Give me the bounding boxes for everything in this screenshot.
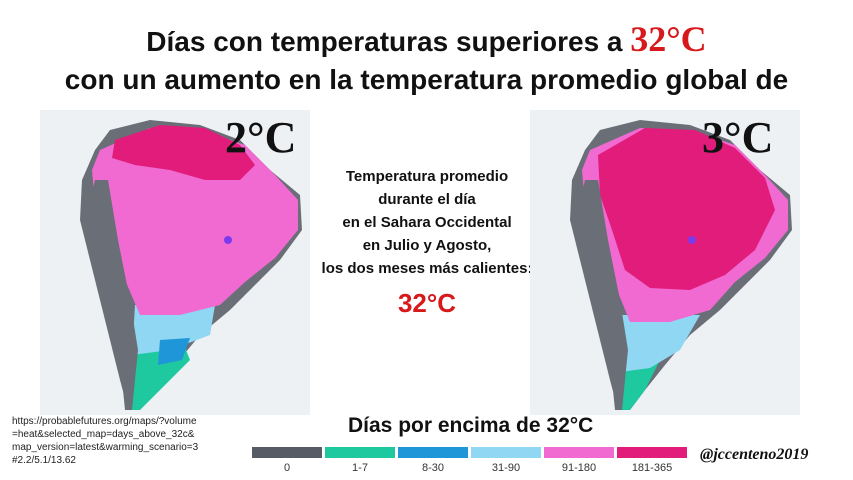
note-temp: 32°C bbox=[397, 288, 457, 318]
legend-label: 8-30 bbox=[421, 462, 445, 474]
legend-label: 0 bbox=[283, 462, 291, 474]
zone-lightblue bbox=[132, 305, 215, 355]
note-line: durante el día bbox=[378, 191, 476, 208]
legend: 0 1-7 8-30 31-90 91-180 181-365 bbox=[252, 447, 690, 474]
legend-item-8-30: 8-30 bbox=[398, 447, 468, 474]
map-3c bbox=[530, 110, 800, 415]
title-prefix: Días con temperaturas superiores a bbox=[146, 26, 631, 57]
title-temp: 32°C bbox=[630, 19, 707, 59]
map-3c-label: 3°C bbox=[702, 113, 774, 162]
note-line: en el Sahara Occidental bbox=[342, 214, 512, 231]
zone-lightblue bbox=[620, 315, 700, 372]
legend-label: 91-180 bbox=[561, 462, 597, 474]
legend-item-1-7: 1-7 bbox=[325, 447, 395, 474]
legend-swatch bbox=[617, 447, 687, 458]
note-line: los dos meses más calientes: bbox=[321, 260, 533, 277]
location-marker bbox=[688, 236, 696, 244]
legend-item-0: 0 bbox=[252, 447, 322, 474]
andes bbox=[578, 180, 628, 410]
zone-magenta bbox=[598, 128, 775, 290]
zone-pink bbox=[92, 128, 298, 315]
legend-swatch bbox=[325, 447, 395, 458]
title-line-2: con un aumento en la temperatura promedi… bbox=[64, 64, 789, 95]
legend-swatch bbox=[471, 447, 541, 458]
center-note: Temperatura promedio durante el día en e… bbox=[312, 165, 542, 318]
legend-label: 181-365 bbox=[631, 462, 673, 474]
legend-item-181-365: 181-365 bbox=[617, 447, 687, 474]
zone-magenta bbox=[112, 125, 255, 180]
legend-label: 31-90 bbox=[491, 462, 521, 474]
title-line-1: Días con temperaturas superiores a 32°C bbox=[0, 18, 853, 60]
note-line: en Julio y Agosto, bbox=[362, 237, 492, 254]
legend-item-31-90: 31-90 bbox=[471, 447, 541, 474]
location-marker bbox=[224, 236, 232, 244]
map-2c-label: 2°C bbox=[225, 113, 297, 162]
andes bbox=[88, 180, 138, 410]
author-handle: @jccenteno2019 bbox=[700, 446, 809, 463]
zone-blue bbox=[158, 338, 190, 365]
map-2c bbox=[40, 110, 310, 415]
legend-label: 1-7 bbox=[352, 462, 368, 474]
legend-swatch bbox=[544, 447, 614, 458]
legend-title: Días por encima de 32°C bbox=[348, 414, 594, 437]
note-line: Temperatura promedio bbox=[345, 168, 509, 185]
legend-swatch bbox=[398, 447, 468, 458]
legend-item-91-180: 91-180 bbox=[544, 447, 614, 474]
legend-swatch bbox=[252, 447, 322, 458]
source-url: https://probablefutures.org/maps/?volume… bbox=[12, 415, 202, 467]
